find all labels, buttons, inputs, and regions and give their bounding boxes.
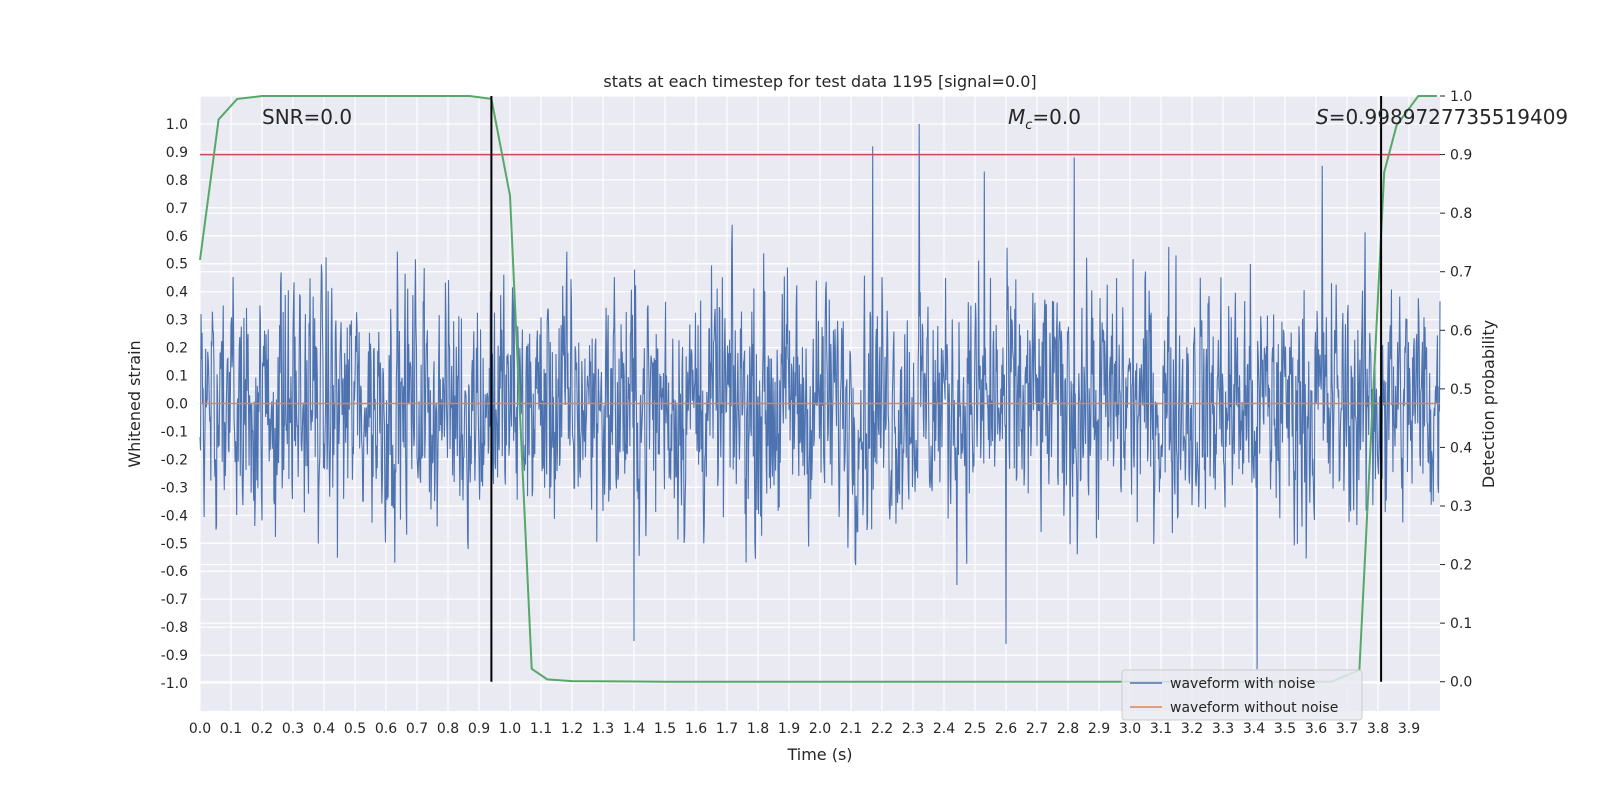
x-tick-label: 0.6: [375, 721, 397, 737]
x-tick-label: 1.3: [592, 721, 614, 737]
y-left-tick-label: 0.6: [166, 229, 188, 245]
lines: [199, 95, 1440, 683]
mc-subscript: c: [1025, 118, 1032, 133]
y-left-tick-label: 0.9: [166, 145, 188, 161]
x-tick-label: 0.1: [220, 721, 242, 737]
y-right-tick-label: 0.7: [1450, 265, 1472, 281]
x-tick-label: 3.2: [1181, 721, 1203, 737]
x-tick-label: 3.0: [1119, 721, 1141, 737]
y-right-tick-label: 1.0: [1450, 89, 1472, 105]
y-right-axis-label: Detection probability: [1479, 320, 1498, 488]
y-left-axis-label: Whitened strain: [125, 340, 144, 467]
y-right-tick-label: 0.0: [1450, 675, 1472, 691]
chart-title: stats at each timestep for test data 119…: [603, 72, 1036, 91]
detection-probability-line: [199, 95, 1437, 683]
y-right-tick-label: 0.1: [1450, 616, 1472, 632]
y-left-tick-label: 0.3: [166, 313, 188, 329]
x-tick-label: 2.4: [933, 721, 955, 737]
y-right-tick-label: 0.9: [1450, 148, 1472, 164]
x-tick-label: 2.2: [871, 721, 893, 737]
x-tick-label: 2.8: [1057, 721, 1079, 737]
x-tick-label: 0.8: [437, 721, 459, 737]
x-tick-label: 2.7: [1026, 721, 1048, 737]
x-tick-label: 3.8: [1367, 721, 1389, 737]
x-tick-label: 0.7: [406, 721, 428, 737]
x-tick-label: 3.9: [1398, 721, 1420, 737]
x-tick-label: 0.5: [344, 721, 366, 737]
x-tick-label: 3.3: [1212, 721, 1234, 737]
y-left-tick-label: -1.0: [161, 676, 188, 692]
y-left-tick-label: -0.5: [161, 536, 188, 552]
legend-box: [1121, 669, 1363, 721]
x-tick-label: 1.8: [747, 721, 769, 737]
s-value: =0.9989727735519409: [1329, 105, 1568, 129]
x-tick-label: 3.1: [1150, 721, 1172, 737]
y-left-tick-label: -0.6: [161, 564, 188, 580]
x-tick-label: 1.6: [685, 721, 707, 737]
x-tick-label: 1.1: [530, 721, 552, 737]
y-left-tick-label: 0.7: [166, 201, 188, 217]
x-tick-label: 1.2: [561, 721, 583, 737]
x-tick-label: 1.7: [716, 721, 738, 737]
y-left-axis-ticks: 1.0 0.9 0.8 0.7 0.6 0.5 0.4 0.3 0.2 0.1 0.0 -0.1 -0.…: [161, 117, 188, 692]
mc-symbol: M: [1008, 105, 1025, 129]
y-left-tick-label: -0.3: [161, 480, 188, 496]
y-right-tick-label: 0.6: [1450, 323, 1472, 339]
x-tick-label: 2.3: [902, 721, 924, 737]
x-axis-label: Time (s): [786, 745, 852, 764]
mc-annotation: Mc=0.0: [1008, 105, 1081, 133]
y-left-tick-label: -0.8: [161, 620, 188, 636]
noise-series: [199, 123, 1441, 670]
x-tick-label: 0.2: [251, 721, 273, 737]
y-left-tick-label: 0.2: [166, 341, 188, 357]
y-right-tick-label: 0.5: [1450, 382, 1472, 398]
x-tick-label: 3.4: [1243, 721, 1265, 737]
x-tick-label: 0.9: [468, 721, 490, 737]
y-left-tick-label: 0.8: [166, 173, 188, 189]
y-left-tick-label: -0.7: [161, 592, 188, 608]
x-tick-label: 3.6: [1305, 721, 1327, 737]
y-left-tick-label: 0.0: [166, 397, 188, 413]
x-tick-label: 2.5: [964, 721, 986, 737]
x-tick-label: 3.7: [1336, 721, 1358, 737]
x-tick-label: 1.4: [623, 721, 645, 737]
legend-label-clean: waveform without noise: [1170, 700, 1338, 716]
y-left-tick-label: 0.4: [166, 285, 188, 301]
x-tick-label: 2.9: [1088, 721, 1110, 737]
x-axis-ticks: 0.0 0.1 0.2 0.3 0.4 0.5 0.6 0.7 0.8 0.9 1.0 1.1 1.2 1…: [189, 721, 1420, 737]
y-left-tick-label: 0.1: [166, 369, 188, 385]
x-tick-label: 0.3: [282, 721, 304, 737]
y-right-tick-label: 0.8: [1450, 206, 1472, 222]
waveform-with-noise-line: [199, 123, 1441, 670]
s-annotation: S=0.9989727735519409: [1316, 105, 1568, 129]
y-left-tick-label: -0.1: [161, 424, 188, 440]
y-right-tick-label: 0.4: [1450, 440, 1472, 456]
y-right-tick-label: 0.3: [1450, 499, 1472, 515]
x-tick-label: 2.6: [995, 721, 1017, 737]
y-left-tick-label: -0.9: [161, 648, 188, 664]
x-tick-label: 1.0: [499, 721, 521, 737]
legend: waveform with noise waveform without noi…: [1121, 669, 1363, 721]
x-tick-label: 2.1: [840, 721, 862, 737]
x-tick-label: 1.9: [778, 721, 800, 737]
x-tick-label: 2.0: [809, 721, 831, 737]
y-left-tick-label: -0.4: [161, 508, 188, 524]
s-symbol: S: [1316, 105, 1329, 129]
y-right-axis-ticks: 1.0 0.9 0.8 0.7 0.6 0.5 0.4 0.3 0.2 0.1 0.0: [1440, 89, 1472, 691]
x-tick-label: 1.5: [654, 721, 676, 737]
x-tick-label: 3.5: [1274, 721, 1296, 737]
y-left-tick-label: 0.5: [166, 257, 188, 273]
x-tick-label: 0.0: [189, 721, 211, 737]
legend-label-noise: waveform with noise: [1170, 676, 1315, 692]
y-left-tick-label: -0.2: [161, 452, 188, 468]
mc-value: =0.0: [1032, 105, 1081, 129]
y-left-tick-label: 1.0: [166, 117, 188, 133]
x-tick-label: 0.4: [313, 721, 335, 737]
y-right-tick-label: 0.2: [1450, 558, 1472, 574]
snr-annotation: SNR=0.0: [262, 105, 352, 129]
